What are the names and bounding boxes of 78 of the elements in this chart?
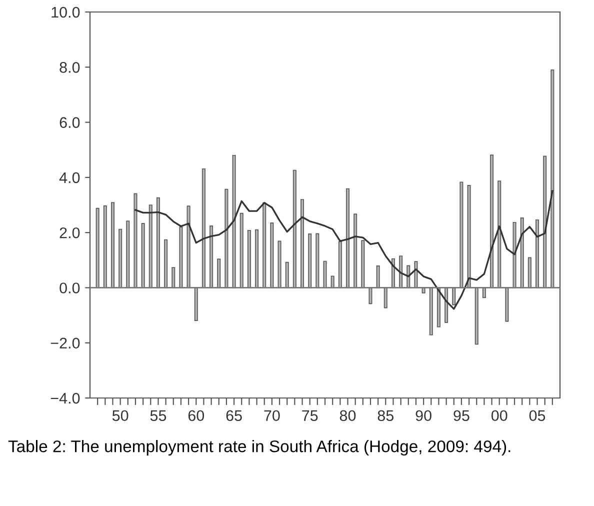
bar	[110, 202, 114, 288]
bar	[217, 258, 221, 288]
x-tick-label: 70	[264, 410, 280, 422]
bar	[232, 154, 236, 288]
bar	[141, 223, 145, 288]
bar	[444, 287, 448, 323]
y-tick-label: 8.0	[60, 62, 80, 73]
line-series	[134, 190, 554, 310]
x-tick-label: 55	[150, 410, 166, 422]
x-tick-label: 95	[454, 410, 470, 422]
bar	[96, 208, 100, 288]
x-tick-label: 80	[340, 410, 356, 422]
bar	[240, 212, 244, 288]
x-tick-label: 85	[378, 410, 394, 422]
y-tick-label: −2.0	[50, 338, 80, 349]
y-tick-label: 2.0	[60, 227, 80, 238]
bar	[361, 240, 365, 288]
bar	[429, 287, 433, 336]
y-tick-label: 4.0	[59, 172, 80, 184]
bar	[467, 185, 471, 288]
bar	[134, 193, 138, 288]
bar	[460, 182, 464, 288]
bar	[368, 287, 372, 304]
bar	[452, 287, 456, 306]
bar	[346, 188, 350, 288]
bar	[210, 226, 214, 288]
x-tick-label: 90	[416, 410, 432, 422]
caption: Table 2: The unemployment rate in South Africa (Hodge, 2009: 494).	[8, 440, 510, 456]
bar	[505, 287, 509, 322]
bar	[278, 240, 282, 288]
bar	[255, 229, 259, 288]
bar	[512, 222, 516, 288]
bar	[126, 220, 130, 288]
x-tick-label: 05	[529, 410, 546, 422]
y-tick-label: 6.0	[60, 117, 80, 128]
bar	[316, 233, 320, 288]
bar	[179, 226, 183, 288]
bar	[202, 168, 206, 288]
bar	[224, 188, 228, 288]
x-tick-label: 65	[226, 410, 242, 422]
x-tick-label: 75	[302, 410, 318, 422]
bar	[376, 266, 380, 288]
bar	[308, 234, 312, 288]
bar	[338, 241, 342, 288]
x-tick-label: 60	[188, 410, 204, 422]
bar	[247, 230, 251, 288]
y-tick-label: 10.0	[52, 6, 80, 18]
bar	[528, 257, 532, 288]
bar	[354, 214, 358, 288]
bar	[520, 218, 524, 288]
bar	[300, 199, 304, 288]
bar	[550, 69, 554, 288]
bar	[262, 202, 266, 288]
y-tick-label: −4.0	[50, 392, 80, 404]
bar	[436, 287, 440, 328]
bar	[498, 180, 502, 288]
bar	[285, 262, 289, 288]
bar	[186, 206, 190, 288]
bar	[399, 256, 403, 288]
bar	[543, 156, 547, 288]
bar	[103, 205, 107, 288]
bar	[194, 287, 198, 321]
bar	[474, 287, 478, 345]
y-tick-label: 0.0	[60, 282, 80, 294]
bar	[536, 219, 540, 288]
bar	[270, 222, 274, 288]
bar	[490, 154, 494, 288]
bar	[384, 287, 388, 308]
bar	[482, 287, 486, 298]
bar	[118, 228, 122, 288]
bar	[330, 276, 334, 288]
bar	[148, 204, 152, 288]
x-tick-label: 50	[112, 410, 128, 422]
x-tick-label: 00	[491, 410, 508, 422]
bar	[172, 267, 176, 288]
bar	[164, 239, 168, 288]
bar	[156, 197, 160, 288]
bar	[292, 170, 296, 288]
